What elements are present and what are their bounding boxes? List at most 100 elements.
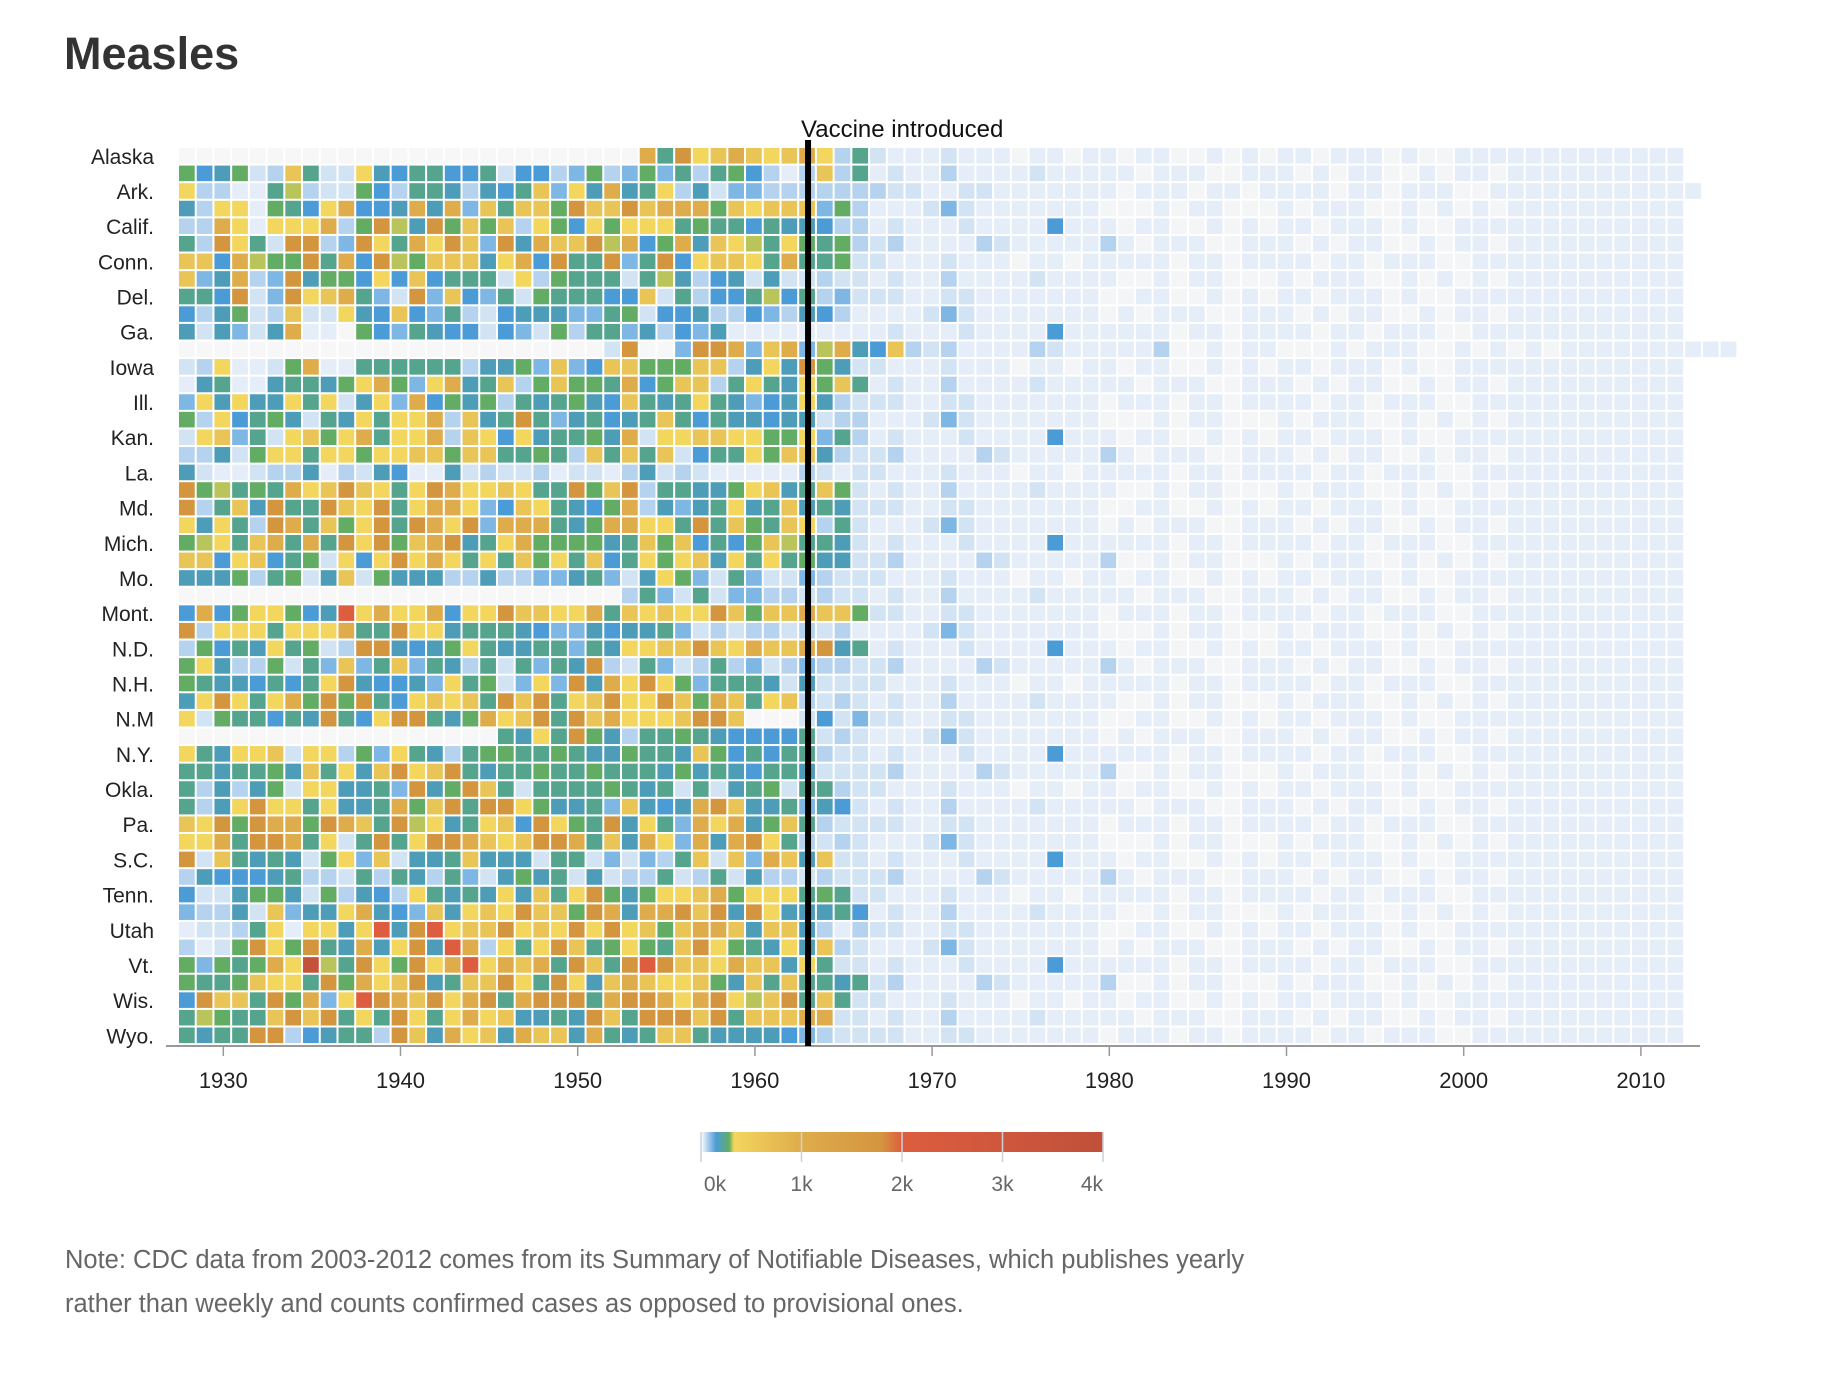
heatmap-cell	[1047, 359, 1063, 375]
heatmap-cell	[1118, 904, 1134, 920]
heatmap-cell	[1348, 165, 1365, 182]
heatmap-cell	[1508, 834, 1524, 850]
heatmap-cell	[551, 288, 567, 305]
heatmap-cell	[1277, 148, 1294, 164]
heatmap-cell	[834, 851, 851, 868]
heatmap-cell	[1330, 851, 1347, 868]
heatmap-cell	[1135, 974, 1152, 991]
heatmap-cell	[214, 587, 231, 604]
heatmap-cell	[586, 253, 603, 270]
heatmap-cell	[604, 394, 620, 410]
heatmap-cell	[1437, 904, 1453, 920]
heatmap-cell	[1242, 288, 1258, 305]
heatmap-cell	[923, 499, 939, 516]
heatmap-cell	[622, 675, 638, 692]
heatmap-cell	[214, 992, 231, 1008]
heatmap-cell	[586, 306, 603, 322]
heatmap-cell	[1224, 271, 1241, 287]
heatmap-cell	[1614, 464, 1631, 481]
heatmap-cell	[1330, 359, 1347, 375]
heatmap-cell	[1401, 200, 1418, 217]
heatmap-cell	[497, 447, 514, 463]
heatmap-cell	[604, 957, 620, 973]
heatmap-cell	[1543, 640, 1560, 657]
heatmap-cell	[710, 235, 727, 252]
heatmap-cell	[657, 517, 674, 533]
heatmap-cell	[1667, 640, 1684, 657]
heatmap-cell	[1649, 359, 1666, 375]
heatmap-cell	[568, 183, 585, 199]
heatmap-cell	[232, 534, 248, 551]
heatmap-cell	[1029, 939, 1046, 956]
heatmap-cell	[870, 851, 886, 868]
heatmap-cell	[444, 746, 461, 762]
heatmap-cell	[1118, 816, 1134, 833]
heatmap-cell	[497, 834, 514, 850]
heatmap-cell	[356, 728, 372, 745]
heatmap-cell	[1596, 253, 1613, 270]
heatmap-cell	[763, 992, 780, 1008]
heatmap-cell	[586, 658, 603, 674]
heatmap-cell	[1224, 341, 1241, 358]
heatmap-cell	[675, 658, 691, 674]
heatmap-cell	[515, 482, 532, 498]
heatmap-cell	[1100, 728, 1117, 745]
heatmap-cell	[1259, 675, 1276, 692]
heatmap-cell	[1472, 640, 1489, 657]
heatmap-cell	[1277, 869, 1294, 885]
heatmap-cell	[462, 570, 479, 586]
heatmap-cell	[1029, 992, 1046, 1008]
heatmap-cell	[994, 816, 1010, 833]
heatmap-cell	[728, 693, 745, 709]
heatmap-cell	[1472, 763, 1489, 780]
heatmap-cell	[1667, 552, 1684, 569]
heatmap-cell	[1171, 675, 1188, 692]
heatmap-cell	[1189, 640, 1205, 657]
heatmap-cell	[852, 746, 869, 762]
heatmap-cell	[1011, 834, 1028, 850]
heatmap-cell	[533, 992, 550, 1008]
heatmap-cell	[249, 763, 266, 780]
heatmap-cell	[1649, 587, 1666, 604]
heatmap-cell	[816, 974, 833, 991]
heatmap-cell	[994, 798, 1010, 815]
heatmap-cell	[551, 658, 567, 674]
heatmap-cell	[923, 464, 939, 481]
heatmap-cell	[462, 974, 479, 991]
heatmap-cell	[409, 816, 426, 833]
heatmap-cell	[232, 939, 248, 956]
heatmap-cell	[303, 235, 319, 252]
heatmap-cell	[1206, 271, 1223, 287]
heatmap-cell	[356, 235, 372, 252]
heatmap-cell	[639, 482, 656, 498]
heatmap-cell	[1578, 323, 1595, 340]
heatmap-cell	[338, 763, 355, 780]
heatmap-cell	[338, 499, 355, 516]
heatmap-cell	[1543, 306, 1560, 322]
heatmap-cell	[338, 675, 355, 692]
heatmap-cell	[285, 781, 302, 797]
heatmap-cell	[320, 148, 337, 164]
heatmap-cell	[1259, 658, 1276, 674]
heatmap-cell	[285, 288, 302, 305]
heatmap-cell	[1472, 288, 1489, 305]
heatmap-cell	[356, 394, 372, 410]
heatmap-cell	[1561, 675, 1577, 692]
heatmap-cell	[781, 517, 798, 533]
heatmap-cell	[338, 323, 355, 340]
heatmap-cell	[1082, 904, 1099, 920]
heatmap-cell	[887, 939, 904, 956]
heatmap-cell	[1348, 552, 1365, 569]
heatmap-cell	[1348, 148, 1365, 164]
heatmap-cell	[1419, 517, 1436, 533]
heatmap-cell	[710, 517, 727, 533]
heatmap-cell	[1366, 271, 1382, 287]
heatmap-cell	[1047, 148, 1063, 164]
heatmap-cell	[586, 869, 603, 885]
heatmap-cell	[409, 323, 426, 340]
heatmap-cell	[1206, 816, 1223, 833]
heatmap-cell	[1419, 658, 1436, 674]
heatmap-cell	[1313, 974, 1329, 991]
heatmap-cell	[923, 271, 939, 287]
heatmap-cell	[568, 886, 585, 903]
